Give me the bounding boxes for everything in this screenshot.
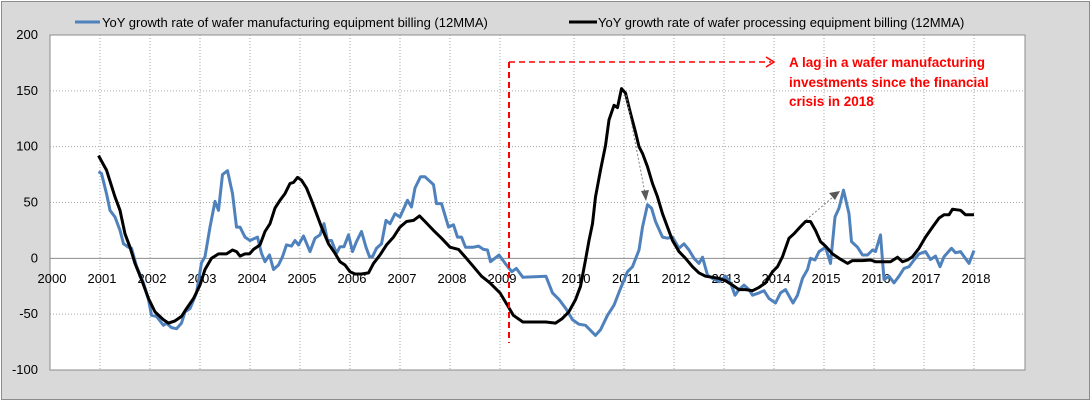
lag-arrow-2015	[805, 196, 834, 221]
arrow-head-icon	[829, 191, 840, 200]
x-tick-label: 2001	[88, 271, 117, 286]
lag-arrow-2011	[625, 94, 646, 194]
arrow-head-icon	[641, 190, 649, 201]
note-line-2: investments since the financial	[789, 75, 989, 90]
series-line-processing	[97, 87, 974, 325]
note-line-3: crisis in 2018	[789, 94, 874, 109]
x-tick-label: 2010	[562, 271, 591, 286]
x-tick-label: 2000	[38, 271, 67, 286]
series-lines	[97, 87, 976, 337]
y-axis-ticks: 200 150 100 50 0 -50 -100	[12, 27, 38, 377]
y-tick-label: 150	[16, 83, 38, 98]
annotations: A lag in a wafer manufacturing investmen…	[508, 55, 989, 343]
note-line-1: A lag in a wafer manufacturing	[789, 55, 985, 70]
x-tick-label: 2018	[962, 271, 991, 286]
x-tick-label: 2015	[812, 271, 841, 286]
x-tick-label: 2005	[288, 271, 317, 286]
y-tick-label: 100	[16, 139, 38, 154]
x-tick-label: 2012	[662, 271, 691, 286]
y-tick-label: -100	[12, 362, 38, 377]
lag-arrow-head-icon	[765, 56, 776, 68]
y-tick-label: 50	[24, 195, 38, 210]
x-tick-label: 2007	[388, 271, 417, 286]
legend: YoY growth rate of wafer manufacturing e…	[75, 15, 964, 30]
legend-label-processing: YoY growth rate of wafer processing equi…	[598, 15, 964, 30]
legend-label-manufacturing: YoY growth rate of wafer manufacturing e…	[102, 15, 488, 30]
y-tick-label: -50	[19, 306, 38, 321]
x-tick-label: 2017	[912, 271, 941, 286]
y-tick-label: 200	[16, 27, 38, 42]
y-tick-label: 0	[31, 250, 38, 265]
x-tick-label: 2008	[438, 271, 467, 286]
x-tick-label: 2004	[238, 271, 267, 286]
series-line-manufacturing	[97, 169, 976, 337]
x-tick-label: 2014	[762, 271, 791, 286]
